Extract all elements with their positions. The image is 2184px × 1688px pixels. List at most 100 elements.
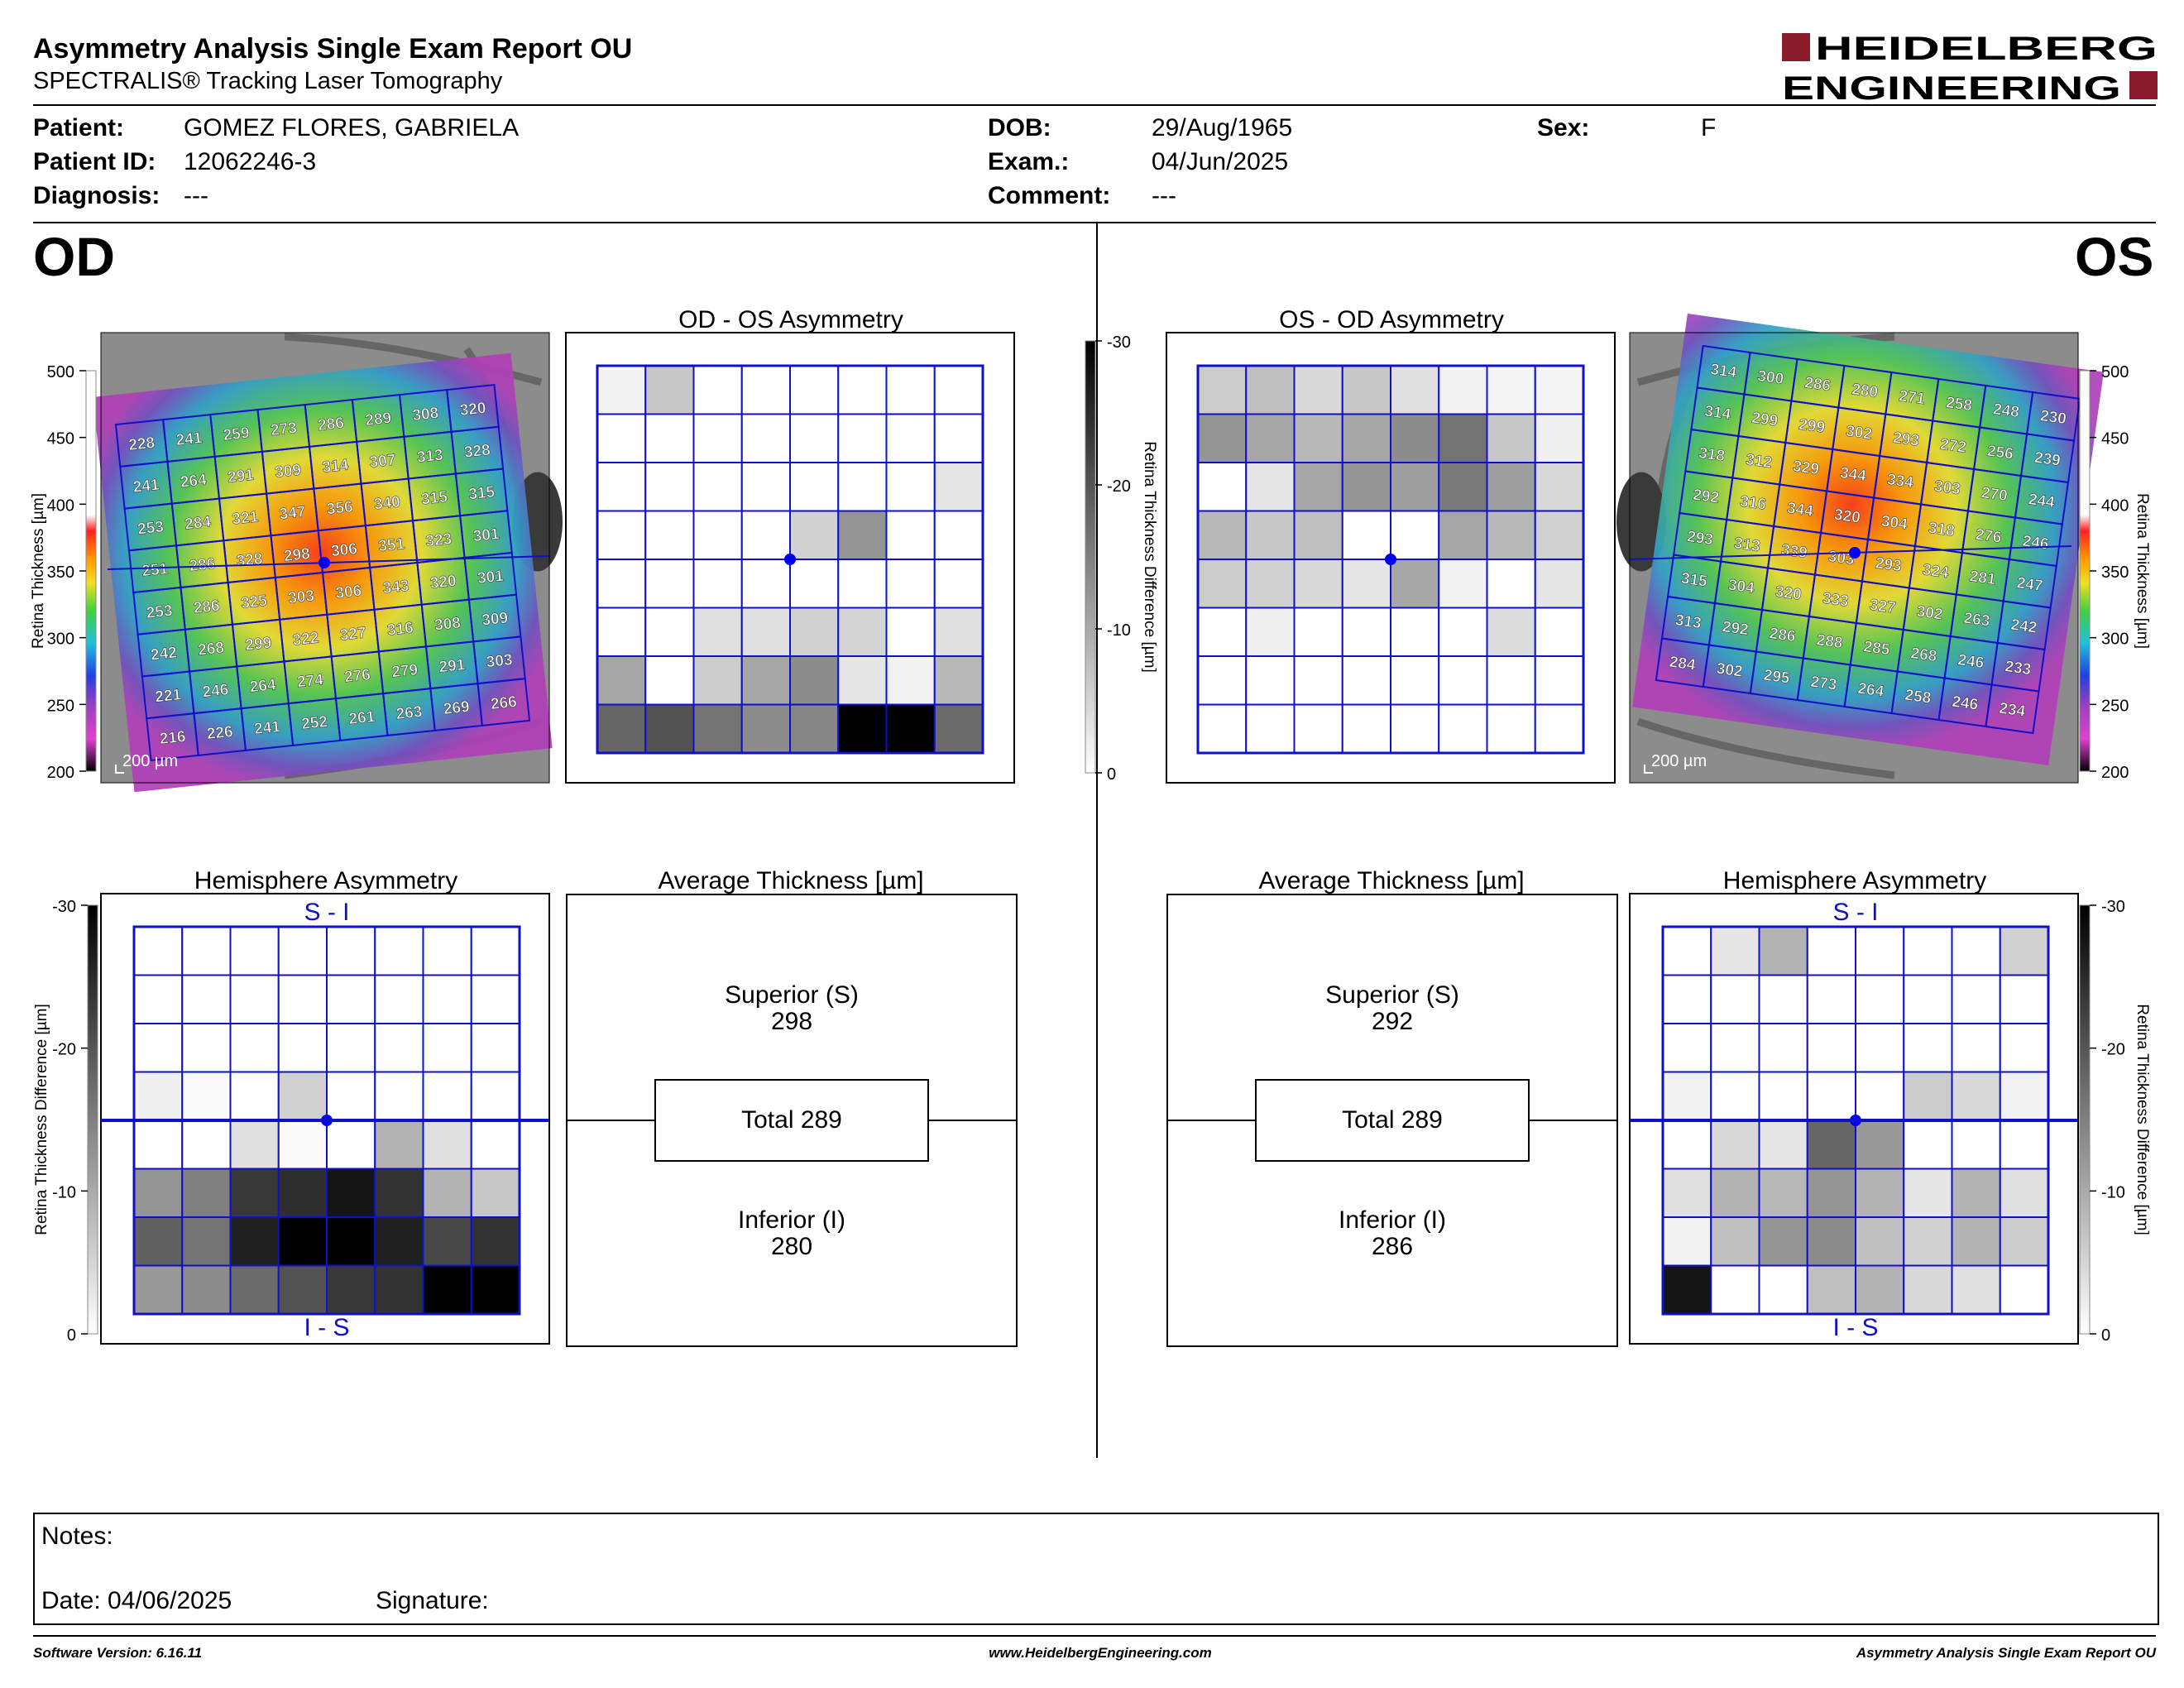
od-thickness-colorbar-tick-label: 350 [47,563,74,582]
os-hemisphere-grid-cell [1951,1216,2001,1267]
od-os-asymmetry-grid-cell [933,510,984,560]
os-thickness-map-value: 320 [1774,583,1803,604]
od-thickness-map-value: 274 [296,671,324,691]
od-thickness-map-value: 316 [386,619,414,639]
os-thickness-map-value: 286 [1768,625,1796,645]
os-thickness-map-value: 344 [1786,500,1815,520]
os-od-asymmetry-grid-cell [1293,510,1343,560]
os-hemisphere-colorbar-bar [2079,904,2091,1335]
os-od-asymmetry-grid-fovea-marker [1385,554,1396,565]
od-thickness-map-value: 301 [477,568,505,587]
od-os-asymmetry-grid-cell [789,365,840,415]
diagnosis-value: --- [184,182,208,209]
comment-label: Comment: [988,182,1111,209]
os-hemisphere-grid-cell [1855,1071,1905,1121]
os-od-asymmetry-grid-cell [1197,607,1248,657]
od-thickness-map-value: 343 [382,578,410,597]
os-thickness-map-value: 233 [2004,658,2032,679]
report-title: Asymmetry Analysis Single Exam Report OU [33,33,633,65]
os-hemisphere-grid-cell [1710,926,1760,976]
sex-value: F [1701,114,1717,141]
od-hemisphere-grid-cell [277,926,328,976]
os-eye-label: OS [2075,226,2154,287]
od-thickness-map-value: 325 [240,592,268,612]
os-thickness-map-value: 339 [1780,541,1808,562]
header-rule [33,104,2156,106]
os-hemisphere-grid-cell [1662,1264,1712,1315]
os-hemisphere-grid-cell [1662,1071,1712,1121]
od-hemisphere-grid-cell [229,1023,280,1073]
os-thickness-map-value: 239 [2033,449,2062,470]
os-hemisphere-grid-cell [1806,1120,1856,1170]
notes-box: Notes: Date: 04/06/2025 Signature: [33,1513,2159,1625]
os-od-asymmetry-grid-cell [1341,607,1391,657]
os-thickness-map-value: 320 [1833,506,1861,527]
od-thickness-colorbar-tick-label: 500 [47,363,74,381]
od-thickness-colorbar-tick-label: 450 [47,430,74,448]
os-thickness-map-value: 246 [1951,693,1979,714]
od-os-asymmetry-grid-cell [596,703,647,754]
od-os-asymmetry-grid-cell [837,365,888,415]
od-hemisphere-grid-cell [229,926,280,976]
os-od-asymmetry-title: OS - OD Asymmetry [1279,306,1504,333]
os-od-asymmetry-grid-cell [1245,559,1296,609]
os-hemisphere-grid-cell [1903,1120,1953,1170]
os-od-asymmetry-grid-cell [1245,365,1296,415]
os-hemisphere-grid-cell [1758,926,1808,976]
os-thickness-map-value: 302 [1915,603,1943,624]
od-eye-label: OD [33,226,115,287]
od-thickness-map-value: 276 [343,666,371,686]
od-os-asymmetry-grid-cell [692,703,743,754]
os-thickness-map-scale-label: 200 µm [1651,752,1707,770]
os-thickness-map-value: 303 [1933,477,1961,498]
os-thickness-map-value: 264 [1856,680,1885,701]
od-hemisphere-is-label: I - S [304,1314,349,1341]
od-os-asymmetry-grid-cell [596,655,647,706]
od-hemisphere-grid-cell [277,1168,328,1218]
od-thickness-map-value: 273 [270,420,298,439]
od-os-asymmetry-title: OD - OS Asymmetry [678,306,903,333]
od-os-asymmetry-grid-cell [789,413,840,463]
os-thickness-map-value: 248 [1992,400,2020,421]
od-os-asymmetry-grid-cell [644,703,695,754]
od-thickness-map-value: 315 [467,483,496,503]
od-os-asymmetry-grid-fovea-marker [784,554,796,565]
os-od-asymmetry-grid-cell [1486,703,1536,754]
od-thickness-map-value: 261 [348,708,376,728]
os-od-asymmetry-grid-cell [1245,510,1296,560]
os-thickness-map-scale-mark [1644,765,1653,774]
od-thickness-map-value: 313 [416,447,444,467]
od-thickness-map-value: 328 [236,550,264,570]
od-os-asymmetry-grid-cell [837,607,888,657]
od-hemisphere-grid-cell [133,1168,184,1218]
od-hemisphere-grid-cell [422,974,472,1024]
od-thickness-map-value: 351 [377,535,405,555]
od-hemisphere-grid-cell [326,974,376,1024]
od-hemisphere-grid-cell [422,1120,472,1170]
od-thickness-map-value: 323 [425,530,453,550]
os-hemisphere-colorbar-tick-label: -30 [2101,898,2125,916]
od-os-asymmetry-grid-cell [837,655,888,706]
os-od-asymmetry-grid-cell [1534,510,1584,560]
os-hemisphere-grid-cell [1855,1264,1905,1315]
os-hemisphere-grid-cell [1903,1071,1953,1121]
od-os-asymmetry-grid-cell [933,655,984,706]
os-od-asymmetry-grid-cell [1390,510,1440,560]
os-hemisphere-grid-cell [1710,1023,1760,1073]
os-hemisphere-grid-cell [1903,926,1953,976]
od-os-asymmetry-grid-cell [692,462,743,512]
od-hemisphere-colorbar-tick-label: 0 [67,1326,76,1345]
center-difference-colorbar-tick-label: -30 [1107,333,1131,352]
od-thickness-colorbar-title: Retina Thickness [µm] [30,493,47,649]
os-od-asymmetry-grid-cell [1486,655,1536,706]
od-thickness-map-value: 320 [459,400,487,420]
od-hemisphere-grid-cell [133,1023,184,1073]
od-os-asymmetry-grid-cell [789,559,840,609]
os-thickness-map-fovea-marker [1849,547,1861,559]
os-hemisphere-grid-cell [1951,926,2001,976]
od-thickness-map-value: 284 [184,513,212,533]
os-thickness-map-vessel [1636,717,1895,779]
od-thickness-map-value: 347 [279,503,307,523]
od-thickness-map-value: 264 [249,676,277,696]
od-thickness-map-value: 286 [189,555,217,575]
